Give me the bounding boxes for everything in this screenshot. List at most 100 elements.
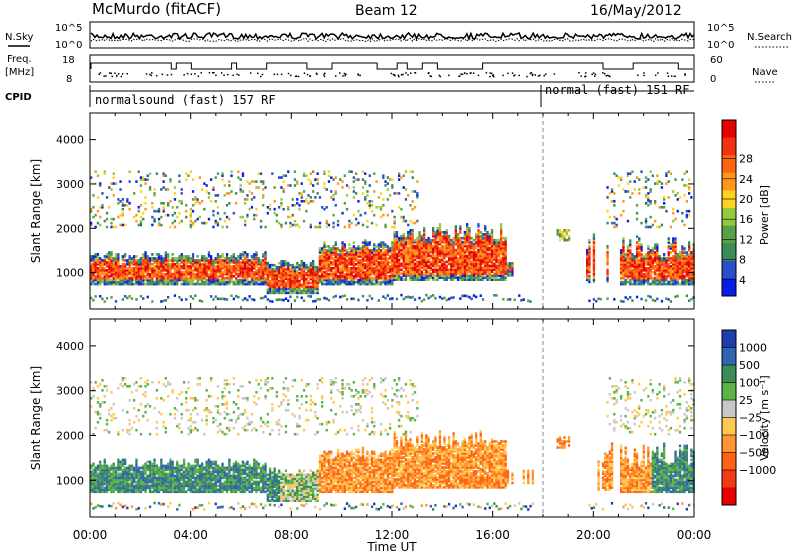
heatmap-cell bbox=[130, 261, 134, 264]
heatmap-cell bbox=[384, 180, 387, 183]
heatmap-cell bbox=[647, 204, 650, 207]
heatmap-cell bbox=[216, 261, 220, 264]
heatmap-cell bbox=[384, 253, 387, 256]
heatmap-cell bbox=[688, 263, 691, 266]
heatmap-cell bbox=[649, 261, 652, 264]
heatmap-cell bbox=[450, 296, 453, 300]
heatmap-cell bbox=[665, 297, 668, 300]
heatmap-cell bbox=[624, 257, 627, 260]
heatmap-cell bbox=[164, 263, 167, 266]
heatmap-cell bbox=[479, 234, 482, 238]
heatmap-cell bbox=[477, 240, 480, 244]
heatmap-cell bbox=[271, 287, 274, 291]
heatmap-cell bbox=[121, 282, 124, 286]
heatmap-cell bbox=[203, 276, 206, 280]
heatmap-cell bbox=[137, 278, 140, 282]
heatmap-cell bbox=[379, 207, 383, 211]
heatmap-cell bbox=[626, 249, 630, 252]
heatmap-cell bbox=[395, 262, 399, 266]
heatmap-cell bbox=[441, 254, 444, 258]
heatmap-cell bbox=[255, 207, 258, 211]
heatmap-cell bbox=[357, 272, 360, 276]
heatmap-cell bbox=[393, 266, 396, 270]
heatmap-cell bbox=[348, 255, 351, 258]
heatmap-cell bbox=[361, 253, 365, 256]
heatmap-cell bbox=[312, 170, 315, 173]
heatmap-cell bbox=[99, 265, 102, 268]
heatmap-cell bbox=[255, 270, 258, 274]
heatmap-cell bbox=[620, 251, 623, 254]
heatmap-cell bbox=[398, 248, 401, 252]
heatmap-cell bbox=[296, 273, 299, 277]
freq-traces bbox=[90, 62, 693, 78]
heatmap-cell bbox=[275, 291, 278, 295]
heatmap-cell bbox=[592, 254, 596, 258]
heatmap-cell bbox=[425, 260, 428, 264]
heatmap-cell bbox=[133, 257, 136, 260]
heatmap-cell bbox=[690, 278, 693, 282]
heatmap-cell bbox=[450, 242, 453, 246]
heatmap-cell bbox=[280, 281, 283, 285]
heatmap-cell bbox=[203, 207, 206, 211]
heatmap-cell bbox=[348, 225, 351, 229]
heatmap-cell bbox=[124, 263, 127, 266]
heatmap-cell bbox=[502, 258, 505, 262]
heatmap-cell bbox=[198, 202, 201, 205]
nave-dot bbox=[116, 75, 118, 77]
heatmap-cell bbox=[135, 263, 138, 266]
heatmap-cell bbox=[441, 244, 444, 248]
heatmap-cell bbox=[135, 259, 138, 262]
heatmap-cell bbox=[160, 223, 163, 227]
heatmap-cell bbox=[339, 259, 342, 262]
heatmap-cell bbox=[316, 281, 319, 285]
heatmap-cell bbox=[359, 259, 362, 262]
heatmap-cell bbox=[185, 255, 188, 258]
heatmap-cell bbox=[121, 198, 124, 201]
heatmap-cell bbox=[289, 273, 292, 277]
heatmap-cell bbox=[418, 276, 421, 279]
heatmap-cell bbox=[393, 238, 396, 242]
heatmap-cell bbox=[654, 245, 657, 248]
heatmap-cell bbox=[189, 269, 192, 272]
heatmap-cell bbox=[250, 269, 254, 272]
heatmap-cell bbox=[157, 270, 161, 274]
heatmap-cell bbox=[631, 299, 634, 302]
heatmap-cell bbox=[228, 265, 231, 268]
heatmap-cell bbox=[425, 248, 428, 252]
heatmap-cell bbox=[334, 282, 337, 286]
heatmap-cell bbox=[257, 186, 260, 189]
heatmap-cell bbox=[142, 176, 145, 179]
heatmap-cell bbox=[139, 184, 143, 187]
heatmap-cell bbox=[486, 252, 489, 256]
heatmap-cell bbox=[212, 213, 215, 217]
nave-dot bbox=[428, 72, 430, 74]
heatmap-cell bbox=[393, 244, 396, 248]
heatmap-cell bbox=[194, 259, 197, 262]
heatmap-cell bbox=[225, 263, 229, 266]
nave-dot bbox=[186, 72, 189, 75]
heatmap-cell bbox=[690, 257, 693, 260]
heatmap-cell bbox=[461, 274, 464, 277]
heatmap-cell bbox=[681, 269, 684, 272]
heatmap-cell bbox=[130, 278, 134, 282]
heatmap-cell bbox=[477, 223, 480, 226]
heatmap-cell bbox=[411, 250, 414, 254]
heatmap-cell bbox=[502, 244, 505, 248]
heatmap-cell bbox=[321, 259, 324, 262]
heatmap-cell bbox=[658, 270, 661, 274]
heatmap-cell bbox=[445, 244, 448, 248]
heatmap-cell bbox=[606, 247, 609, 250]
heatmap-cell bbox=[647, 255, 650, 258]
heatmap-cell bbox=[316, 178, 319, 181]
heatmap-cell bbox=[244, 259, 247, 262]
heatmap-cell bbox=[651, 278, 654, 282]
heatmap-cell bbox=[244, 253, 247, 256]
heatmap-cell bbox=[452, 278, 455, 281]
heatmap-cell bbox=[309, 180, 312, 183]
heatmap-cell bbox=[649, 200, 652, 203]
heatmap-cell bbox=[647, 247, 650, 250]
heatmap-cell bbox=[368, 249, 371, 252]
heatmap-cell bbox=[384, 223, 387, 227]
heatmap-cell bbox=[291, 279, 294, 283]
heatmap-cell bbox=[194, 219, 197, 223]
